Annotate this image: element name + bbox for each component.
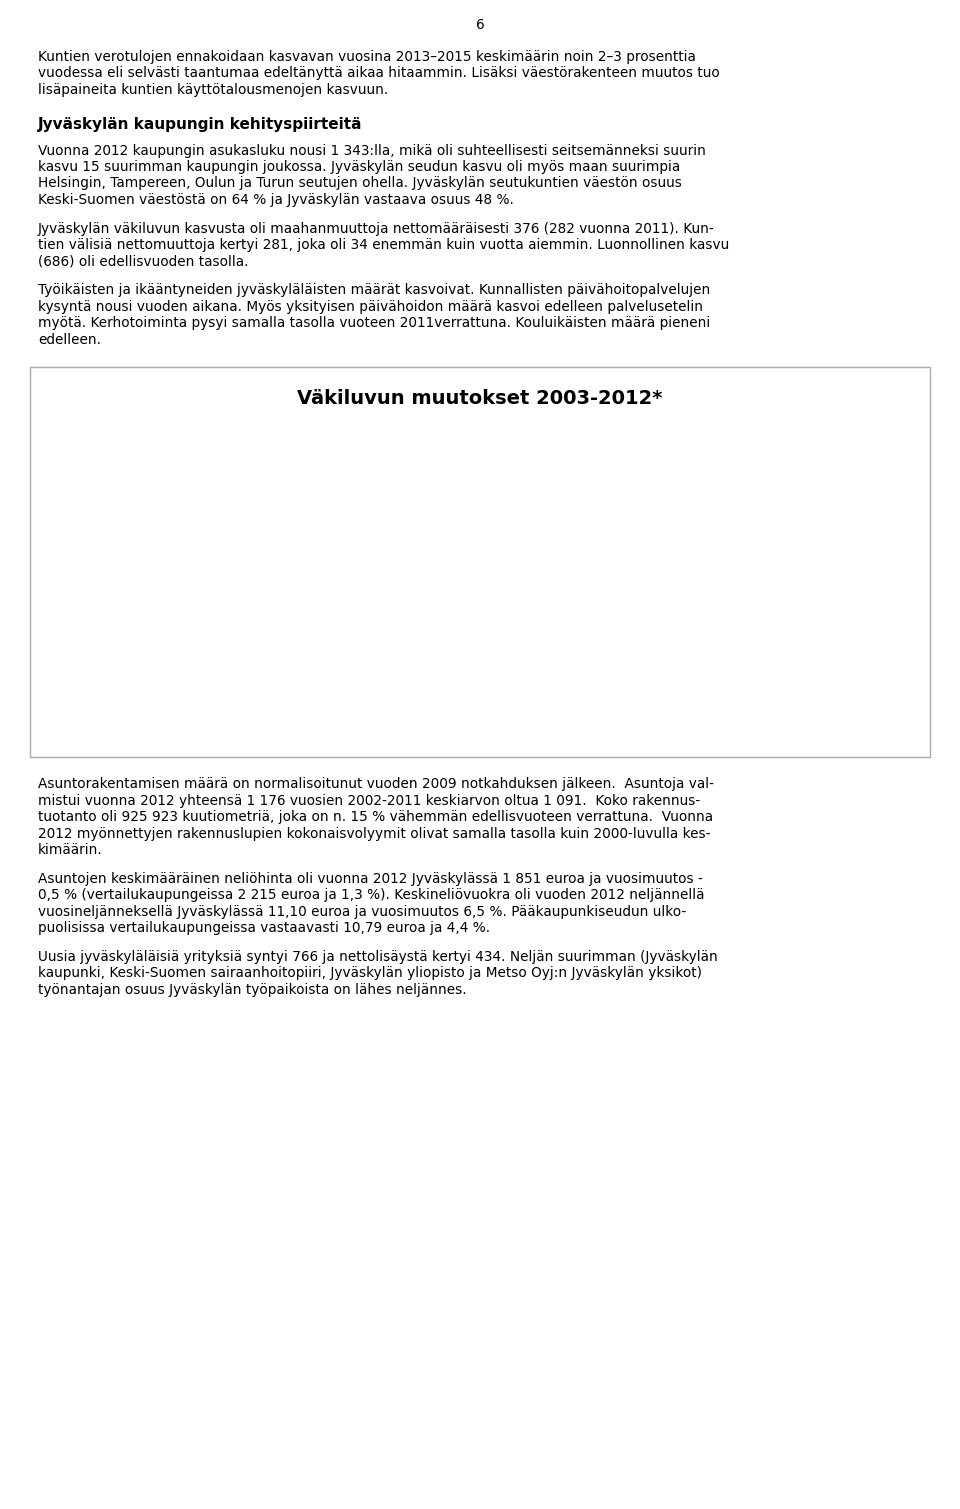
Bar: [130, 537, 159, 720]
Bar: [824, 569, 853, 720]
Bar: [622, 672, 652, 720]
Bar: [207, 525, 236, 720]
Bar: [159, 696, 189, 720]
Text: 2012 myönnettyjen rakennuslupien kokonaisvolyymit olivat samalla tasolla kuin 20: 2012 myönnettyjen rakennuslupien kokonai…: [38, 827, 710, 841]
Text: kaupunki, Keski-Suomen sairaanhoitopiiri, Jyväskylän yliopisto ja Metso Oyj:n Jy: kaupunki, Keski-Suomen sairaanhoitopiiri…: [38, 966, 702, 979]
Text: kasvu 15 suurimman kaupungin joukossa. Jyväskylän seudun kasvu oli myös maan suu: kasvu 15 suurimman kaupungin joukossa. J…: [38, 160, 681, 174]
Bar: [853, 676, 883, 720]
Text: Helsingin, Tampereen, Oulun ja Turun seutujen ohella. Jyväskylän seutukuntien vä: Helsingin, Tampereen, Oulun ja Turun seu…: [38, 177, 682, 190]
Text: Jyväskylän kaupungin kehityspiirteitä: Jyväskylän kaupungin kehityspiirteitä: [38, 118, 363, 133]
Bar: [236, 693, 266, 720]
Bar: [670, 585, 699, 720]
Bar: [284, 581, 314, 720]
Bar: [391, 668, 420, 720]
Text: tien välisiä nettomuuttoja kertyi 281, joka oli 34 enemmän kuin vuotta aiemmin. : tien välisiä nettomuuttoja kertyi 281, j…: [38, 238, 730, 252]
Text: 0,5 % (vertailukaupungeissa 2 215 euroa ja 1,3 %). Keskineliövuokra oli vuoden 2: 0,5 % (vertailukaupungeissa 2 215 euroa …: [38, 887, 705, 902]
Text: Asuntojen keskimääräinen neliöhinta oli vuonna 2012 Jyväskylässä 1 851 euroa ja : Asuntojen keskimääräinen neliöhinta oli …: [38, 872, 703, 886]
Text: Uusia jyväskyläläisiä yrityksiä syntyi 766 ja nettolisäystä kertyi 434. Neljän s: Uusia jyväskyläläisiä yrityksiä syntyi 7…: [38, 949, 718, 964]
Text: 6: 6: [476, 18, 484, 32]
Text: tuotanto oli 925 923 kuutiometriä, joka on n. 15 % vähemmän edellisvuoteen verra: tuotanto oli 925 923 kuutiometriä, joka …: [38, 810, 713, 824]
Bar: [747, 579, 777, 720]
Text: Vuonna 2012 kaupungin asukasluku nousi 1 343:lla, mikä oli suhteellisesti seitse: Vuonna 2012 kaupungin asukasluku nousi 1…: [38, 143, 706, 157]
Text: Jyväskylän väkiluvun kasvusta oli maahanmuuttoja nettomääräisesti 376 (282 vuonn: Jyväskylän väkiluvun kasvusta oli maahan…: [38, 222, 715, 235]
Text: Työikäisten ja ikääntyneiden jyväskyläläisten määrät kasvoivat. Kunnallisten päi: Työikäisten ja ikääntyneiden jyväskylälä…: [38, 284, 710, 297]
Text: mistui vuonna 2012 yhteensä 1 176 vuosien 2002‑2011 keskiarvon oltua 1 091.  Kok: mistui vuonna 2012 yhteensä 1 176 vuosie…: [38, 794, 700, 807]
Text: Asuntorakentamisen määrä on normalisoitunut vuoden 2009 notkahduksen jälkeen.  A: Asuntorakentamisen määrä on normalisoitu…: [38, 777, 714, 791]
Text: kimäärin.: kimäärin.: [38, 844, 103, 857]
Bar: [699, 676, 729, 720]
Text: vuosineljänneksellä Jyväskylässä 11,10 euroa ja vuosimuutos 6,5 %. Pääkaupunkise: vuosineljänneksellä Jyväskylässä 11,10 e…: [38, 904, 686, 919]
Bar: [592, 540, 622, 720]
Bar: [777, 672, 805, 720]
Bar: [439, 570, 468, 720]
Text: Väkiluvun muutokset 2003-2012*: Väkiluvun muutokset 2003-2012*: [298, 389, 662, 407]
Bar: [314, 693, 343, 720]
Text: vuodessa eli selvästi taantumaa edeltänyttä aikaa hitaammin. Lisäksi väestöraken: vuodessa eli selvästi taantumaa edeltäny…: [38, 66, 720, 80]
Bar: [516, 554, 545, 720]
Text: lisäpaineita kuntien käyttötalousmenojen kasvuun.: lisäpaineita kuntien käyttötalousmenojen…: [38, 83, 388, 97]
Text: Kuntien verotulojen ennakoidaan kasvavan vuosina 2013–2015 keskimäärin noin 2–3 : Kuntien verotulojen ennakoidaan kasvavan…: [38, 50, 696, 63]
Text: puolisissa vertailukaupungeissa vastaavasti 10,79 euroa ja 4,4 %.: puolisissa vertailukaupungeissa vastaava…: [38, 920, 491, 936]
Legend: Jyväskylä, Seudun muut kunnat: Jyväskylä, Seudun muut kunnat: [360, 439, 653, 463]
Text: Keski-Suomen väestöstä on 64 % ja Jyväskylän vastaava osuus 48 %.: Keski-Suomen väestöstä on 64 % ja Jyväsk…: [38, 193, 514, 207]
Bar: [361, 605, 391, 720]
Bar: [545, 667, 574, 720]
Text: (686) oli edellisvuoden tasolla.: (686) oli edellisvuoden tasolla.: [38, 255, 249, 269]
Text: edelleen.: edelleen.: [38, 332, 101, 347]
Text: myötä. Kerhotoiminta pysyi samalla tasolla vuoteen 2011verrattuna. Kouluikäisten: myötä. Kerhotoiminta pysyi samalla tasol…: [38, 315, 710, 330]
Text: työnantajan osuus Jyväskylän työpaikoista on lähes neljännes.: työnantajan osuus Jyväskylän työpaikoist…: [38, 982, 467, 996]
Bar: [468, 664, 497, 720]
Text: kysyntä nousi vuoden aikana. Myös yksityisen päivähoidon määrä kasvoi edelleen p: kysyntä nousi vuoden aikana. Myös yksity…: [38, 299, 703, 314]
